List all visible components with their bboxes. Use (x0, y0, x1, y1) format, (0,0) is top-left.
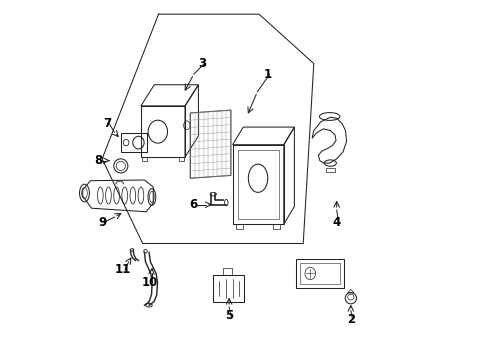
Text: 3: 3 (198, 57, 207, 70)
Text: 5: 5 (225, 309, 233, 322)
Text: 10: 10 (142, 276, 158, 289)
Text: 9: 9 (98, 216, 106, 229)
Text: 11: 11 (115, 264, 131, 276)
Text: 4: 4 (333, 216, 341, 229)
Text: 1: 1 (264, 68, 272, 81)
Text: 7: 7 (103, 117, 111, 130)
Text: 2: 2 (347, 313, 355, 326)
Text: 6: 6 (190, 198, 198, 211)
Text: 8: 8 (95, 154, 103, 167)
